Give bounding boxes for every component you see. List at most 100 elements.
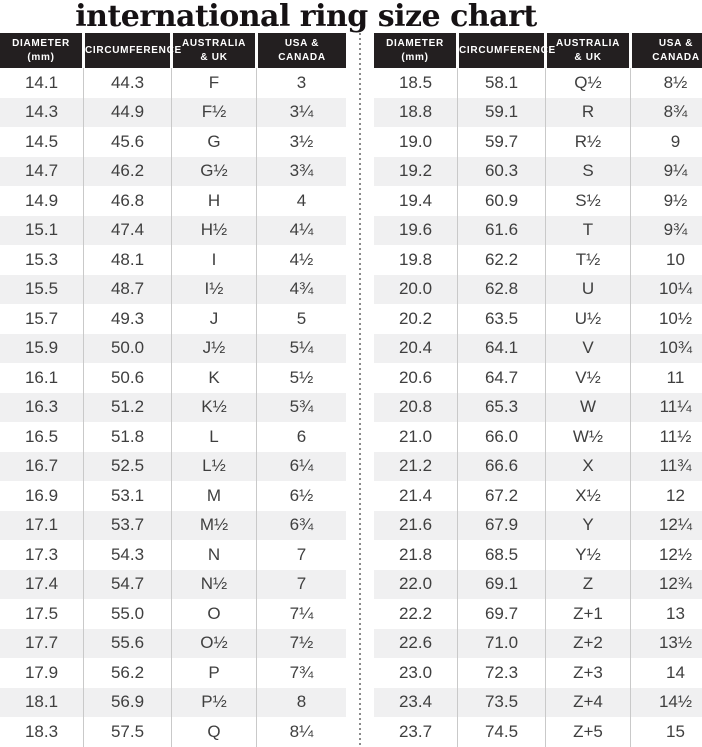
table-cell: J½ bbox=[171, 333, 257, 363]
table-cell: 19.2 bbox=[374, 156, 458, 186]
table-cell: Y½ bbox=[545, 540, 631, 570]
column-header: CIRCUMFERENCE bbox=[82, 33, 181, 68]
table-row: 15.1 47.4 H½ 4¼ bbox=[0, 215, 346, 245]
table-cell: N bbox=[171, 540, 257, 570]
table-row: 20.4 64.1 V 10¾ bbox=[374, 333, 702, 363]
table-cell: 66.6 bbox=[457, 451, 546, 481]
table-row: 16.1 50.6 K 5½ bbox=[0, 363, 346, 393]
table-cell: Z bbox=[545, 569, 631, 599]
table-cell: 4¾ bbox=[256, 274, 346, 304]
table-cell: 12¾ bbox=[630, 569, 702, 599]
column-header: USA & CANADA bbox=[255, 33, 346, 68]
table-cell: T½ bbox=[545, 245, 631, 275]
table-cell: 12 bbox=[630, 481, 702, 511]
table-cell: 18.8 bbox=[374, 97, 458, 127]
table-cell: 10¼ bbox=[630, 274, 702, 304]
table-row: 21.6 67.9 Y 12¼ bbox=[374, 510, 702, 540]
table-cell: 65.3 bbox=[457, 392, 546, 422]
table-cell: 23.4 bbox=[374, 687, 458, 717]
table-cell: 69.7 bbox=[457, 599, 546, 629]
ring-size-table-right: DIAMETER (mm) CIRCUMFERENCE AUSTRALIA & UK US… bbox=[374, 33, 702, 747]
table-cell: 16.9 bbox=[0, 481, 84, 511]
table-cell: 5¼ bbox=[256, 333, 346, 363]
table-cell: 23.0 bbox=[374, 658, 458, 688]
table-cell: 19.4 bbox=[374, 186, 458, 216]
table-row: 17.5 55.0 O 7¼ bbox=[0, 599, 346, 629]
table-row: 21.8 68.5 Y½ 12½ bbox=[374, 540, 702, 570]
table-cell: 49.3 bbox=[83, 304, 172, 334]
table-cell: 59.7 bbox=[457, 127, 546, 157]
dashed-divider bbox=[346, 33, 374, 747]
table-cell: 10¾ bbox=[630, 333, 702, 363]
table-row: 19.4 60.9 S½ 9½ bbox=[374, 186, 702, 216]
table-cell: V bbox=[545, 333, 631, 363]
table-cell: 20.4 bbox=[374, 333, 458, 363]
table-cell: F½ bbox=[171, 97, 257, 127]
table-row: 14.9 46.8 H 4 bbox=[0, 186, 346, 216]
table-cell: 19.0 bbox=[374, 127, 458, 157]
table-cell: 9 bbox=[630, 127, 702, 157]
table-cell: H½ bbox=[171, 215, 257, 245]
table-cell: 20.6 bbox=[374, 363, 458, 393]
table-row: 20.6 64.7 V½ 11 bbox=[374, 363, 702, 393]
table-cell: 5 bbox=[256, 304, 346, 334]
table-cell: 14½ bbox=[630, 687, 702, 717]
table-cell: M bbox=[171, 481, 257, 511]
table-cell: Z+2 bbox=[545, 628, 631, 658]
table-cell: 4¼ bbox=[256, 215, 346, 245]
table-cell: 55.0 bbox=[83, 599, 172, 629]
table-cell: 56.2 bbox=[83, 658, 172, 688]
table-cell: 55.6 bbox=[83, 628, 172, 658]
table-cell: 19.8 bbox=[374, 245, 458, 275]
table-cell: 60.9 bbox=[457, 186, 546, 216]
table-cell: 12½ bbox=[630, 540, 702, 570]
table-cell: 12¼ bbox=[630, 510, 702, 540]
table-cell: 21.2 bbox=[374, 451, 458, 481]
table-cell: 53.7 bbox=[83, 510, 172, 540]
table-cell: W bbox=[545, 392, 631, 422]
table-cell: Z+1 bbox=[545, 599, 631, 629]
table-cell: 44.3 bbox=[83, 68, 172, 98]
table-cell: V½ bbox=[545, 363, 631, 393]
table-row: 17.3 54.3 N 7 bbox=[0, 540, 346, 570]
table-row: 22.6 71.0 Z+2 13½ bbox=[374, 628, 702, 658]
column-header: USA & CANADA bbox=[629, 33, 702, 68]
table-cell: 67.2 bbox=[457, 481, 546, 511]
table-cell: 6¼ bbox=[256, 451, 346, 481]
table-cell: 74.5 bbox=[457, 717, 546, 747]
column-header: CIRCUMFERENCE bbox=[456, 33, 555, 68]
table-cell: 18.3 bbox=[0, 717, 84, 747]
table-cell: 17.1 bbox=[0, 510, 84, 540]
table-cell: R bbox=[545, 97, 631, 127]
table-cell: 48.7 bbox=[83, 274, 172, 304]
table-cell: 61.6 bbox=[457, 215, 546, 245]
table-cell: 8¾ bbox=[630, 97, 702, 127]
table-cell: 73.5 bbox=[457, 687, 546, 717]
table-cell: 17.3 bbox=[0, 540, 84, 570]
table-cell: M½ bbox=[171, 510, 257, 540]
table-row: 16.3 51.2 K½ 5¾ bbox=[0, 392, 346, 422]
table-cell: 22.0 bbox=[374, 569, 458, 599]
table-cell: L½ bbox=[171, 451, 257, 481]
table-cell: 9½ bbox=[630, 186, 702, 216]
table-row: 20.2 63.5 U½ 10½ bbox=[374, 304, 702, 334]
table-row: 15.5 48.7 I½ 4¾ bbox=[0, 274, 346, 304]
table-row: 14.7 46.2 G½ 3¾ bbox=[0, 156, 346, 186]
table-cell: 50.0 bbox=[83, 333, 172, 363]
table-cell: 69.1 bbox=[457, 569, 546, 599]
table-row: 18.8 59.1 R 8¾ bbox=[374, 97, 702, 127]
table-row: 21.0 66.0 W½ 11½ bbox=[374, 422, 702, 452]
table-row: 17.7 55.6 O½ 7½ bbox=[0, 628, 346, 658]
table-cell: 17.4 bbox=[0, 569, 84, 599]
table-cell: P bbox=[171, 658, 257, 688]
table-cell: 16.5 bbox=[0, 422, 84, 452]
table-cell: 16.7 bbox=[0, 451, 84, 481]
table-cell: 13½ bbox=[630, 628, 702, 658]
table-cell: 10 bbox=[630, 245, 702, 275]
table-cell: 18.1 bbox=[0, 687, 84, 717]
table-cell: 8½ bbox=[630, 68, 702, 98]
table-row: 20.8 65.3 W 11¼ bbox=[374, 392, 702, 422]
table-cell: 16.3 bbox=[0, 392, 84, 422]
column-header: DIAMETER (mm) bbox=[0, 33, 84, 68]
